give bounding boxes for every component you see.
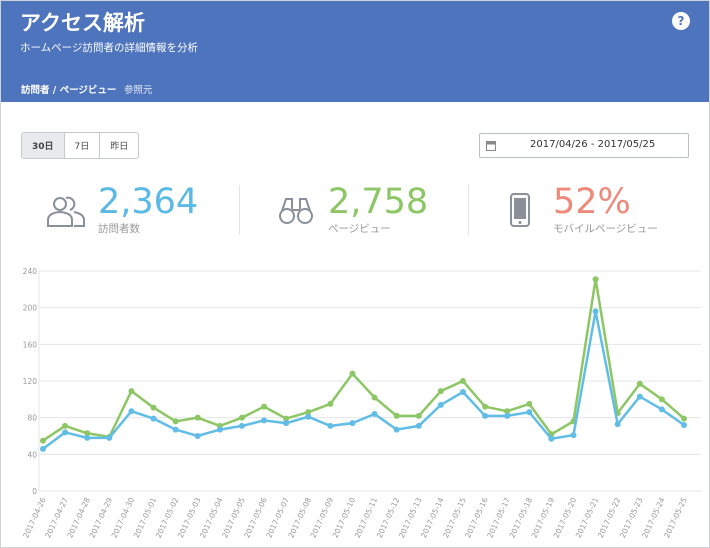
data-point [504, 412, 511, 419]
range-button[interactable]: 30日 [22, 133, 64, 158]
data-point [437, 388, 444, 395]
data-point [216, 426, 223, 433]
data-point [349, 420, 356, 427]
y-tick-label: 0 [32, 487, 37, 496]
data-point [106, 434, 113, 441]
data-point [172, 418, 179, 425]
stat-label: モバイルページビュー [553, 223, 658, 235]
data-point [636, 393, 643, 400]
calendar-icon [486, 141, 496, 151]
y-tick-label: 40 [27, 450, 37, 459]
data-point [327, 422, 334, 429]
data-point [84, 430, 91, 437]
data-point [62, 429, 69, 436]
y-tick-label: 240 [23, 267, 38, 276]
line-chart: 040801201602002402017-04-262017-04-27201… [21, 267, 701, 540]
data-point [84, 434, 91, 441]
data-point [592, 276, 599, 283]
series-line [42, 279, 685, 442]
stat-value: 2,758 [328, 182, 429, 222]
data-point [681, 415, 687, 422]
visitors-icon [47, 196, 85, 227]
pageviews-icon [279, 198, 313, 224]
range-button[interactable]: 7日 [63, 133, 100, 158]
data-point [261, 417, 268, 424]
data-point [658, 406, 665, 413]
data-point [415, 422, 422, 429]
tab[interactable]: 訪問者 / ページビュー [21, 82, 117, 107]
data-point [437, 401, 444, 408]
data-point [459, 389, 466, 395]
y-tick-label: 80 [27, 414, 37, 423]
data-point [636, 380, 643, 387]
series-line [42, 311, 685, 450]
data-point [150, 415, 157, 422]
data-point [570, 432, 577, 439]
y-tick-label: 120 [23, 377, 38, 386]
mobile-icon [510, 193, 530, 227]
data-point [371, 411, 378, 417]
data-point [459, 378, 466, 384]
data-point [504, 408, 511, 415]
date-picker[interactable]: 2017/04/26 - 2017/05/25 [479, 133, 689, 158]
data-point [261, 403, 268, 410]
y-tick-label: 160 [23, 340, 38, 349]
data-point [327, 400, 334, 407]
help-button[interactable]: ? [672, 12, 690, 30]
separator [468, 185, 469, 235]
data-point [128, 388, 135, 395]
stat-label: ページビュー [328, 223, 391, 235]
stat-value: 2,364 [98, 182, 199, 222]
data-point [349, 370, 356, 377]
range-button[interactable]: 昨日 [99, 133, 138, 158]
data-point [415, 412, 422, 419]
x-tick-label: 2017-05-25 [662, 496, 689, 540]
data-point [371, 394, 378, 401]
data-point [194, 433, 201, 439]
data-point [194, 414, 201, 421]
data-point [150, 404, 157, 411]
data-point [283, 420, 290, 427]
data-point [305, 413, 312, 420]
data-point [40, 445, 46, 452]
stat-label: 訪問者数 [98, 223, 140, 235]
range-buttons: 30日 7日 昨日 [21, 132, 140, 159]
data-point [526, 409, 533, 416]
data-point [482, 412, 489, 419]
data-point [526, 400, 533, 407]
data-point [614, 421, 621, 428]
data-point [482, 403, 489, 410]
stat-value: 52% [553, 182, 631, 222]
data-point [393, 426, 400, 433]
data-point [172, 426, 179, 433]
data-point [681, 422, 687, 428]
data-point [62, 422, 69, 429]
date-range: 2017/04/26 - 2017/05/25 [530, 139, 656, 150]
data-point [393, 412, 400, 419]
header: アクセス解析 ホームページ訪問者の詳細情報を分析 ? 訪問者 / ページビュー … [1, 1, 709, 107]
data-point [592, 308, 599, 315]
y-tick-label: 200 [23, 304, 38, 313]
data-point [40, 437, 46, 444]
data-point [548, 435, 555, 442]
separator [239, 185, 240, 235]
data-point [305, 409, 312, 416]
data-point [658, 396, 665, 403]
data-point [238, 422, 245, 429]
data-point [238, 414, 245, 421]
tab[interactable]: 参照元 [124, 85, 153, 96]
data-point [128, 408, 135, 415]
page-subtitle: ホームページ訪問者の詳細情報を分析 [20, 42, 198, 54]
data-point [283, 415, 290, 422]
page-title: アクセス解析 [20, 11, 145, 35]
